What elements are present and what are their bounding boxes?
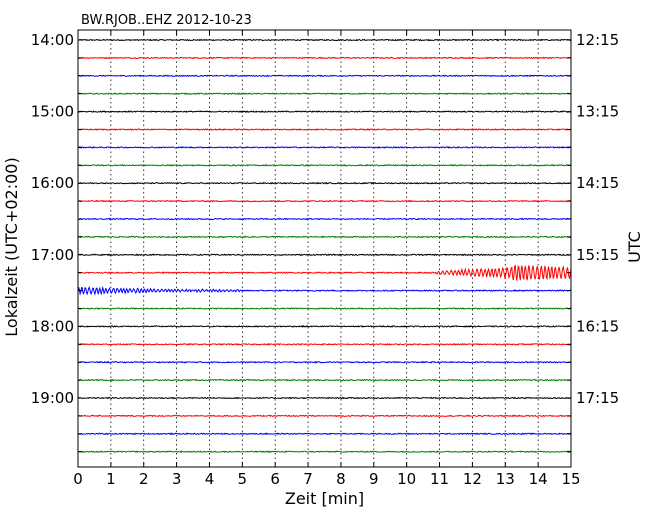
trace-line-1545 xyxy=(77,163,572,167)
tick-layer xyxy=(77,30,572,467)
trace-layer xyxy=(77,38,572,454)
y-tick-label-right: 17:15 xyxy=(576,389,619,407)
trace-line-1915 xyxy=(77,414,572,418)
x-tick-label: 12 xyxy=(463,470,482,488)
trace-line-1645 xyxy=(77,235,572,239)
x-tick-label: 2 xyxy=(139,470,149,488)
x-tick-label: 4 xyxy=(205,470,215,488)
trace-line-1615 xyxy=(77,199,572,203)
trace-line-1800 xyxy=(77,324,572,328)
trace-line-1445 xyxy=(77,92,572,96)
trace-line-1930 xyxy=(77,432,572,436)
x-tick-label: 10 xyxy=(397,470,416,488)
trace-line-1600 xyxy=(77,181,572,185)
trace-line-1515 xyxy=(77,128,572,131)
trace-line-1415 xyxy=(77,56,572,60)
grid-layer xyxy=(110,30,539,467)
trace-line-1700 xyxy=(77,253,572,257)
y-axis-label-right: UTC xyxy=(625,231,644,263)
x-tick-label: 7 xyxy=(303,470,313,488)
x-tick-label: 8 xyxy=(336,470,346,488)
trace-line-1830 xyxy=(77,360,572,364)
x-tick-label: 13 xyxy=(496,470,515,488)
trace-line-1500 xyxy=(77,110,572,113)
x-axis-label: Zeit [min] xyxy=(285,489,364,508)
x-tick-label: 3 xyxy=(172,470,182,488)
y-tick-label-right: 12:15 xyxy=(576,31,619,49)
trace-line-1845 xyxy=(77,378,572,382)
y-tick-label-left: 15:00 xyxy=(31,103,74,121)
y-tick-label-right: 14:15 xyxy=(576,174,619,192)
y-tick-label-left: 18:00 xyxy=(31,317,74,335)
y-tick-label-right: 15:15 xyxy=(576,246,619,264)
x-tick-label: 14 xyxy=(529,470,548,488)
y-tick-label-left: 17:00 xyxy=(31,246,74,264)
x-tick-label: 5 xyxy=(238,470,248,488)
trace-line-1730 xyxy=(77,285,572,296)
y-axis-label-left: Lokalzeit (UTC+02:00) xyxy=(2,157,21,336)
y-tick-label-left: 19:00 xyxy=(31,389,74,407)
x-tick-label: 9 xyxy=(369,470,379,488)
y-tick-label-left: 14:00 xyxy=(31,31,74,49)
trace-line-1530 xyxy=(77,145,572,149)
x-tick-label: 15 xyxy=(561,470,580,488)
trace-line-1900 xyxy=(77,396,572,400)
y-tick-label-right: 16:15 xyxy=(576,317,619,335)
y-tick-label-left: 16:00 xyxy=(31,174,74,192)
chart-title: BW.RJOB..EHZ 2012-10-23 xyxy=(81,13,252,28)
x-tick-label: 6 xyxy=(270,470,280,488)
x-tick-label: 1 xyxy=(106,470,116,488)
y-tick-label-right: 13:15 xyxy=(576,103,619,121)
trace-line-1430 xyxy=(77,74,572,78)
trace-line-1400 xyxy=(77,38,572,42)
trace-line-1945 xyxy=(77,450,572,454)
plot-frame xyxy=(77,29,572,468)
trace-line-1715 xyxy=(77,264,572,281)
x-tick-label: 11 xyxy=(430,470,449,488)
trace-line-1630 xyxy=(77,217,572,221)
x-tick-label: 0 xyxy=(73,470,83,488)
trace-line-1745 xyxy=(77,307,572,310)
trace-line-1815 xyxy=(77,342,572,346)
